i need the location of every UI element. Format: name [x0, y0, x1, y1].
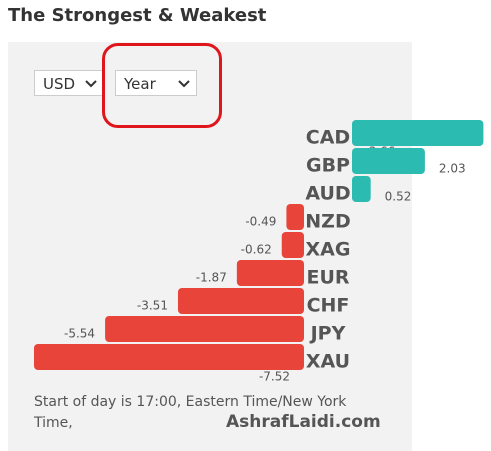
- category-label: NZD: [305, 211, 350, 233]
- bar: [34, 344, 304, 370]
- highlight-ring: [102, 43, 222, 128]
- panel: [8, 42, 412, 451]
- brand: AshrafLaidi.com: [226, 412, 381, 432]
- category-label: XAG: [306, 239, 351, 261]
- value-label: -3.51: [137, 299, 168, 313]
- bar: [352, 176, 371, 202]
- category-label: AUD: [305, 183, 350, 205]
- bar: [105, 316, 304, 342]
- category-label: GBP: [306, 155, 350, 177]
- category-label: CAD: [306, 127, 350, 149]
- bar: [281, 232, 304, 258]
- currency-select[interactable]: USD: [34, 70, 104, 96]
- value-label: -0.49: [245, 215, 276, 229]
- period-select[interactable]: Year: [115, 70, 197, 96]
- footnote: Start of day is 17:00, Eastern Time/New …: [34, 394, 347, 431]
- bar: [286, 204, 304, 230]
- category-label: CHF: [307, 295, 350, 317]
- value-label: -1.87: [196, 271, 227, 285]
- category-label: JPY: [309, 323, 346, 345]
- chevron-icon: [85, 80, 97, 88]
- bar: [177, 288, 304, 314]
- bar: [352, 148, 425, 174]
- widget-title: The Strongest & Weakest: [8, 5, 267, 26]
- bar: [352, 120, 484, 146]
- value-label: -0.62: [241, 243, 272, 257]
- currency-value: USD: [43, 75, 76, 93]
- value-label: -5.54: [64, 327, 95, 341]
- category-label: EUR: [306, 267, 349, 289]
- period-value: Year: [124, 75, 156, 93]
- value-label: 0.52: [385, 190, 412, 204]
- bar: [236, 260, 304, 286]
- value-label: -7.52: [259, 370, 290, 384]
- category-label: XAU: [306, 351, 350, 373]
- chevron-icon: [178, 80, 190, 88]
- value-label: 2.03: [439, 162, 466, 176]
